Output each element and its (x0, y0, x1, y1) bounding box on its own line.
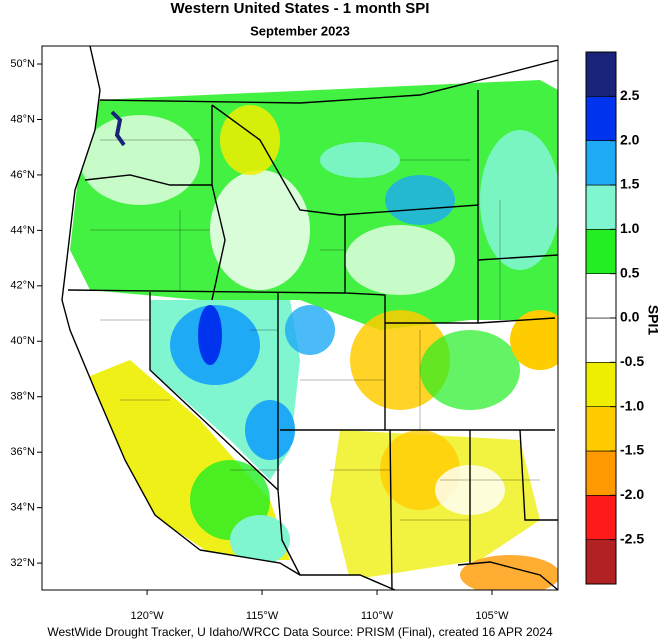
colorbar-bin (585, 96, 617, 141)
colorbar-tick-label: 1.5 (620, 176, 640, 192)
colorbar-bin (585, 539, 617, 585)
footer: WestWide Drought Tracker, U Idaho/WRCC D… (47, 625, 553, 639)
colorbar-tick-label: -2.0 (620, 486, 644, 502)
colorbar-bin (585, 317, 617, 363)
colorbar-bin (585, 140, 617, 186)
map-frame (41, 45, 559, 591)
colorbar-bin (585, 406, 617, 452)
colorbar-bin (585, 273, 617, 319)
colorbar-tick-label: -0.5 (620, 353, 644, 369)
colorbar-tick-label: 0.0 (620, 309, 640, 325)
colorbar-tick-label: 2.5 (620, 87, 640, 103)
lat-tick-label: 38°N (10, 391, 35, 403)
colorbar-bin (585, 184, 617, 230)
lat-tick-label: 48°N (10, 113, 35, 125)
lon-tick-label: 105°W (475, 610, 509, 622)
colorbar-bin (585, 51, 617, 97)
colorbar-tick-label: -1.0 (620, 397, 644, 413)
subtitle: September 2023 (250, 23, 350, 38)
colorbar-bin (585, 229, 617, 274)
colorbar-bin (585, 450, 617, 496)
colorbar-tick-label: 2.0 (620, 131, 640, 147)
title: Western United States - 1 month SPI (171, 0, 430, 17)
colorbar: -2.5 -2.0 -1.5 -1.0 -0.5 0.0 0.5 1.0 1.5 2.0 2.5 (585, 51, 644, 585)
colorbar-frame (585, 51, 617, 585)
lat-tick-label: 42°N (10, 280, 35, 292)
lat-tick-label: 32°N (10, 557, 35, 569)
colorbar-tick-label: -1.5 (620, 442, 644, 458)
lat-tick-label: 50°N (10, 58, 35, 70)
lon-tick-label: 110°W (361, 610, 394, 622)
lat-tick-label: 36°N (10, 446, 35, 458)
lat-tick-label: 40°N (10, 335, 35, 347)
lat-tick-label: 44°N (10, 224, 35, 236)
colorbar-tick-label: 1.0 (620, 220, 640, 236)
colorbar-tick-label: 0.5 (620, 264, 640, 280)
colorbar-tick-label: -2.5 (620, 530, 644, 546)
lon-tick-label: 115°W (246, 610, 279, 622)
colorbar-bin (585, 495, 617, 540)
colorbar-bin (585, 362, 617, 407)
lat-tick-label: 46°N (10, 169, 35, 181)
map-area (42, 46, 558, 590)
colorbar-label: SPI1 (645, 305, 661, 336)
lon-tick-label: 120°W (131, 610, 165, 622)
lat-tick-label: 34°N (10, 502, 35, 514)
